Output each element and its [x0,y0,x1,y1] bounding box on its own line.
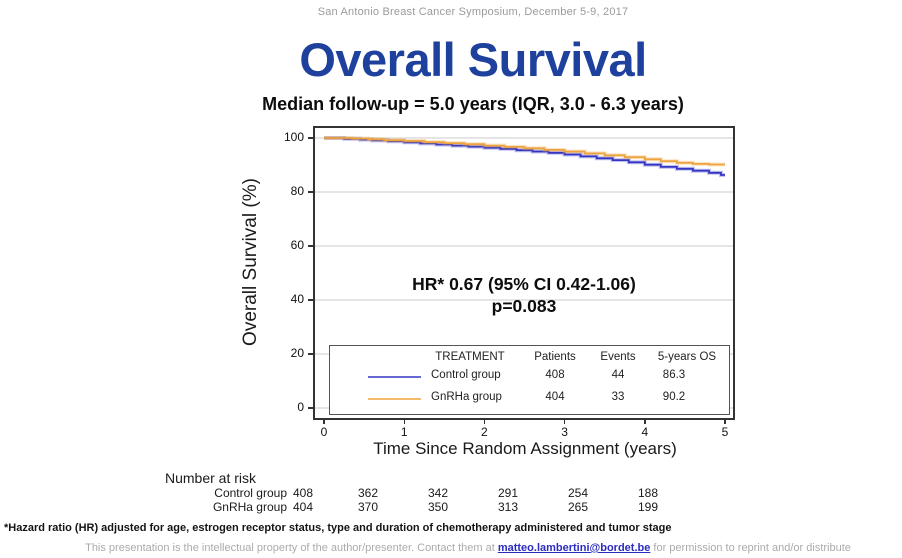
legend-header-2: Events [600,351,636,363]
x-tick-5 [724,418,726,424]
legend-value: 86.3 [662,369,686,381]
p-value-annotation: p=0.083 [491,296,557,316]
y-tick-0 [308,407,315,409]
x-tick-label-0: 0 [320,425,328,439]
legend-swatch-gnrha [368,398,421,400]
y-tick-label-40: 40 [290,292,304,306]
y-axis-title: Overall Survival (%) [240,178,261,346]
legend-swatch-control [368,376,421,378]
y-tick-100 [308,137,315,139]
x-tick-label-4: 4 [641,425,649,439]
x-tick-label-5: 5 [721,425,729,439]
disclaimer-text-prefix: This presentation is the intellectual pr… [85,542,498,554]
legend-header-1: Patients [534,351,576,363]
at-risk-value: 188 [637,486,659,500]
legend-header-3: 5-years OS [657,351,717,363]
at-risk-row-label: Control group [214,486,287,500]
legend-row-label: Control group [431,369,501,381]
at-risk-value: 362 [357,486,379,500]
at-risk-value: 265 [567,500,589,514]
hazard-ratio-annotation: HR* 0.67 (95% CI 0.42-1.06) [412,274,636,294]
legend-row-label: GnRHa group [431,391,502,403]
median-followup-subtitle: Median follow-up = 5.0 years (IQR, 3.0 -… [262,94,684,114]
disclaimer-text-suffix: for permission to reprint and/or distrib… [650,542,851,554]
at-risk-value: 291 [497,486,519,500]
at-risk-value: 370 [357,500,379,514]
y-tick-40 [308,299,315,301]
contact-email-link[interactable]: matteo.lambertini@bordet.be [497,542,651,554]
at-risk-value: 313 [497,500,519,514]
at-risk-value: 254 [567,486,589,500]
x-tick-1 [403,418,405,424]
x-tick-4 [644,418,646,424]
x-tick-label-3: 3 [561,425,568,439]
x-tick-3 [563,418,566,424]
x-axis-title: Time Since Random Assignment (years) [373,439,677,458]
survival-curve-control [324,137,725,176]
legend-value: 90.2 [662,391,686,403]
at-risk-row-label: GnRHa group [212,500,287,514]
y-tick-20 [308,353,315,355]
conference-header: San Antonio Breast Cancer Symposium, Dec… [317,6,629,18]
at-risk-value: 350 [427,500,449,514]
y-tick-60 [308,245,315,247]
number-at-risk-label: Number at risk [165,470,257,486]
y-tick-80 [308,191,315,193]
x-tick-0 [323,418,325,424]
survival-curves-svg [315,136,733,409]
copyright-disclaimer: This presentation is the intellectual pr… [17,542,902,554]
legend-table: TREATMENT Patients Events 5-years OS Control… [329,345,730,415]
legend-value: 33 [611,391,625,403]
slide-title: Overall Survival [299,33,647,86]
y-tick-label-20: 20 [290,346,304,360]
legend-value: 408 [545,369,565,381]
survival-curve-gnrha [324,137,725,166]
hazard-ratio-footnote: *Hazard ratio (HR) adjusted for age, est… [4,522,672,534]
y-tick-label-0: 0 [297,400,304,414]
legend-value: 404 [545,391,565,403]
x-tick-label-1: 1 [400,425,408,439]
y-tick-label-80: 80 [290,184,304,198]
km-plot-area: HR* 0.67 (95% CI 0.42-1.06) p=0.083 TREA… [313,126,735,420]
y-tick-label-100: 100 [283,130,304,144]
at-risk-value: 199 [637,500,659,514]
legend-header-0: TREATMENT [435,351,505,363]
at-risk-value: 408 [292,486,314,500]
at-risk-value: 342 [427,486,449,500]
x-tick-label-2: 2 [481,425,488,439]
at-risk-value: 404 [292,500,314,514]
legend-value: 44 [611,369,625,381]
survival-curve-control-halo [324,136,725,177]
x-tick-2 [483,418,486,424]
y-tick-label-60: 60 [290,238,304,252]
